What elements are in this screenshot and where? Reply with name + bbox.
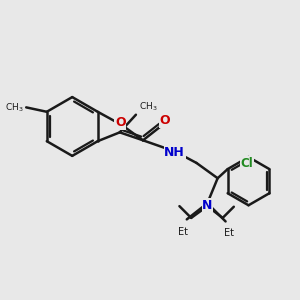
- Text: Et: Et: [178, 227, 188, 237]
- Text: Et: Et: [224, 228, 233, 238]
- Text: O: O: [160, 114, 170, 127]
- Text: O: O: [115, 116, 126, 129]
- Text: CH$_3$: CH$_3$: [4, 101, 23, 114]
- Text: Cl: Cl: [241, 157, 254, 170]
- Text: NH: NH: [164, 146, 185, 159]
- Text: N: N: [202, 199, 212, 212]
- Text: CH$_3$: CH$_3$: [140, 101, 158, 113]
